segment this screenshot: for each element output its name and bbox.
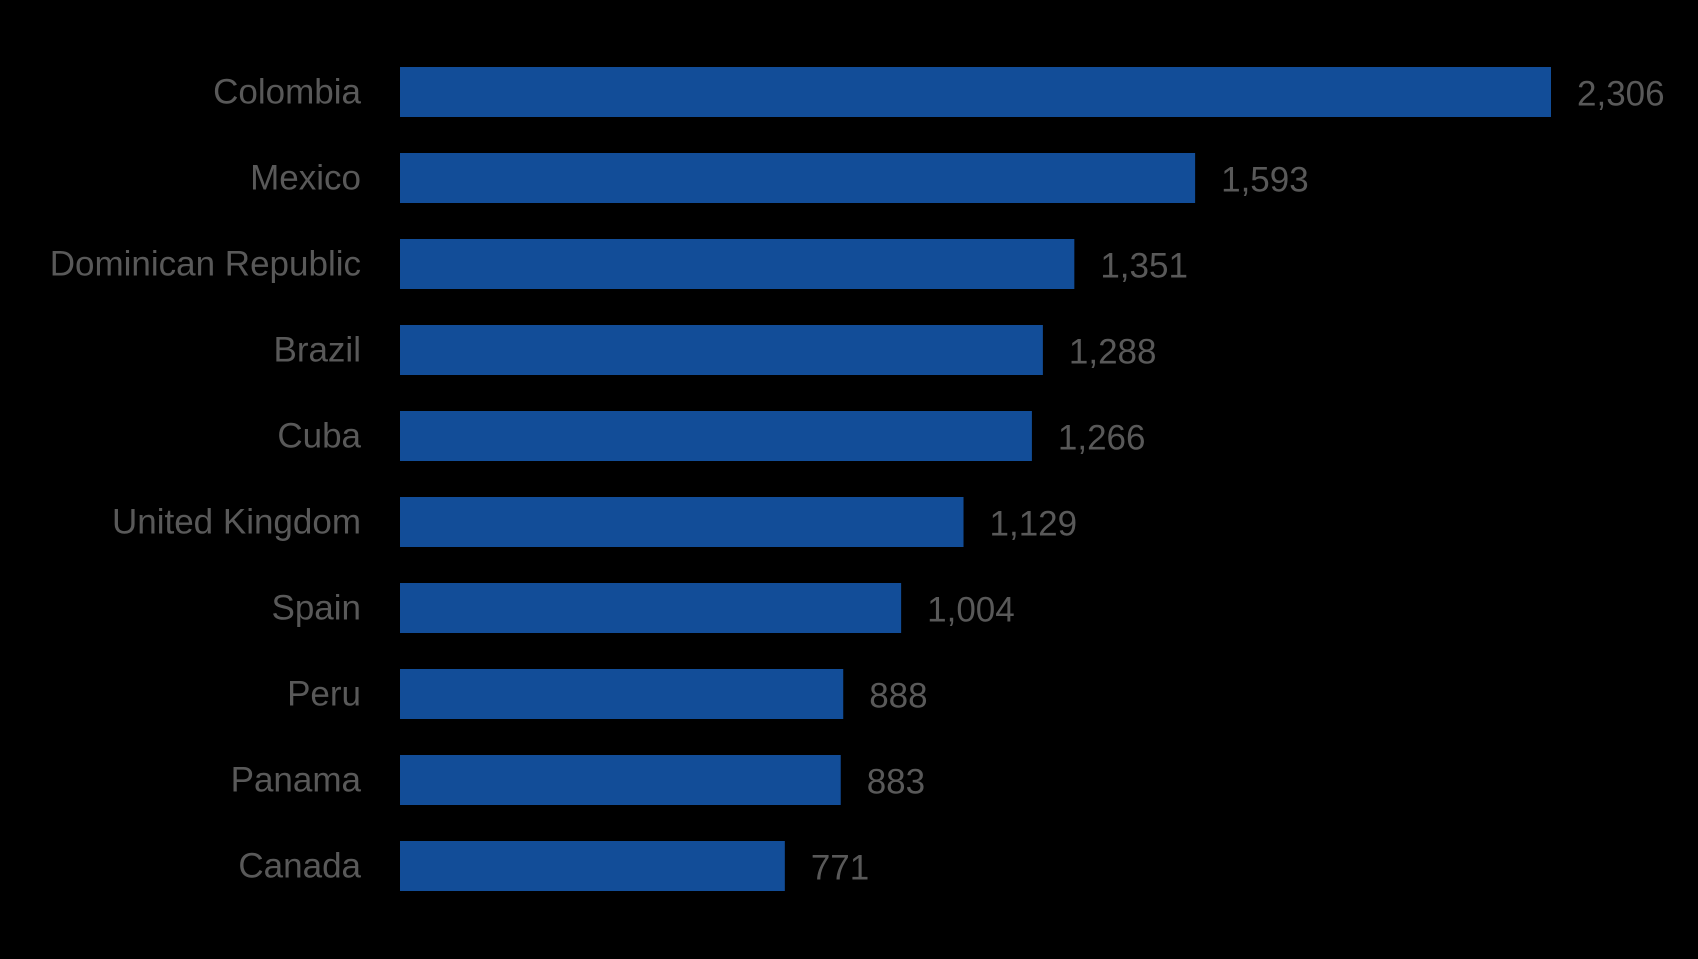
category-label: Dominican Republic bbox=[50, 245, 361, 284]
bar-cuba bbox=[400, 411, 1032, 461]
category-label: Brazil bbox=[273, 331, 361, 370]
value-label: 2,306 bbox=[1577, 75, 1665, 114]
category-label: Peru bbox=[287, 675, 361, 714]
category-label: United Kingdom bbox=[112, 503, 361, 542]
value-label: 883 bbox=[867, 763, 925, 802]
value-label: 1,266 bbox=[1058, 419, 1146, 458]
bar-mexico bbox=[400, 153, 1196, 203]
category-label: Panama bbox=[231, 761, 362, 800]
value-label: 1,288 bbox=[1069, 333, 1157, 372]
bar-dominican-republic bbox=[400, 239, 1075, 289]
value-label: 1,129 bbox=[990, 505, 1078, 544]
category-labels-group: Colombia Mexico Dominican Republic Brazil Cu… bbox=[50, 73, 362, 886]
bar-brazil bbox=[400, 325, 1043, 375]
value-label: 771 bbox=[811, 849, 869, 888]
bar-canada bbox=[400, 841, 785, 891]
bars-group bbox=[400, 67, 1551, 891]
value-labels-group: 2,306 1,593 1,351 1,288 1,266 1,129 1,004 888 88… bbox=[811, 75, 1665, 888]
bar-spain bbox=[400, 583, 902, 633]
bar-peru bbox=[400, 669, 844, 719]
category-label: Mexico bbox=[250, 159, 361, 198]
category-label: Canada bbox=[238, 847, 361, 886]
bar-united-kingdom bbox=[400, 497, 964, 547]
category-label: Colombia bbox=[213, 73, 361, 112]
value-label: 1,351 bbox=[1100, 247, 1188, 286]
category-label: Cuba bbox=[277, 417, 361, 456]
bar-panama bbox=[400, 755, 841, 805]
bar-colombia bbox=[400, 67, 1551, 117]
category-label: Spain bbox=[271, 589, 361, 628]
value-label: 888 bbox=[869, 677, 927, 716]
value-label: 1,593 bbox=[1221, 161, 1309, 200]
value-label: 1,004 bbox=[927, 591, 1015, 630]
